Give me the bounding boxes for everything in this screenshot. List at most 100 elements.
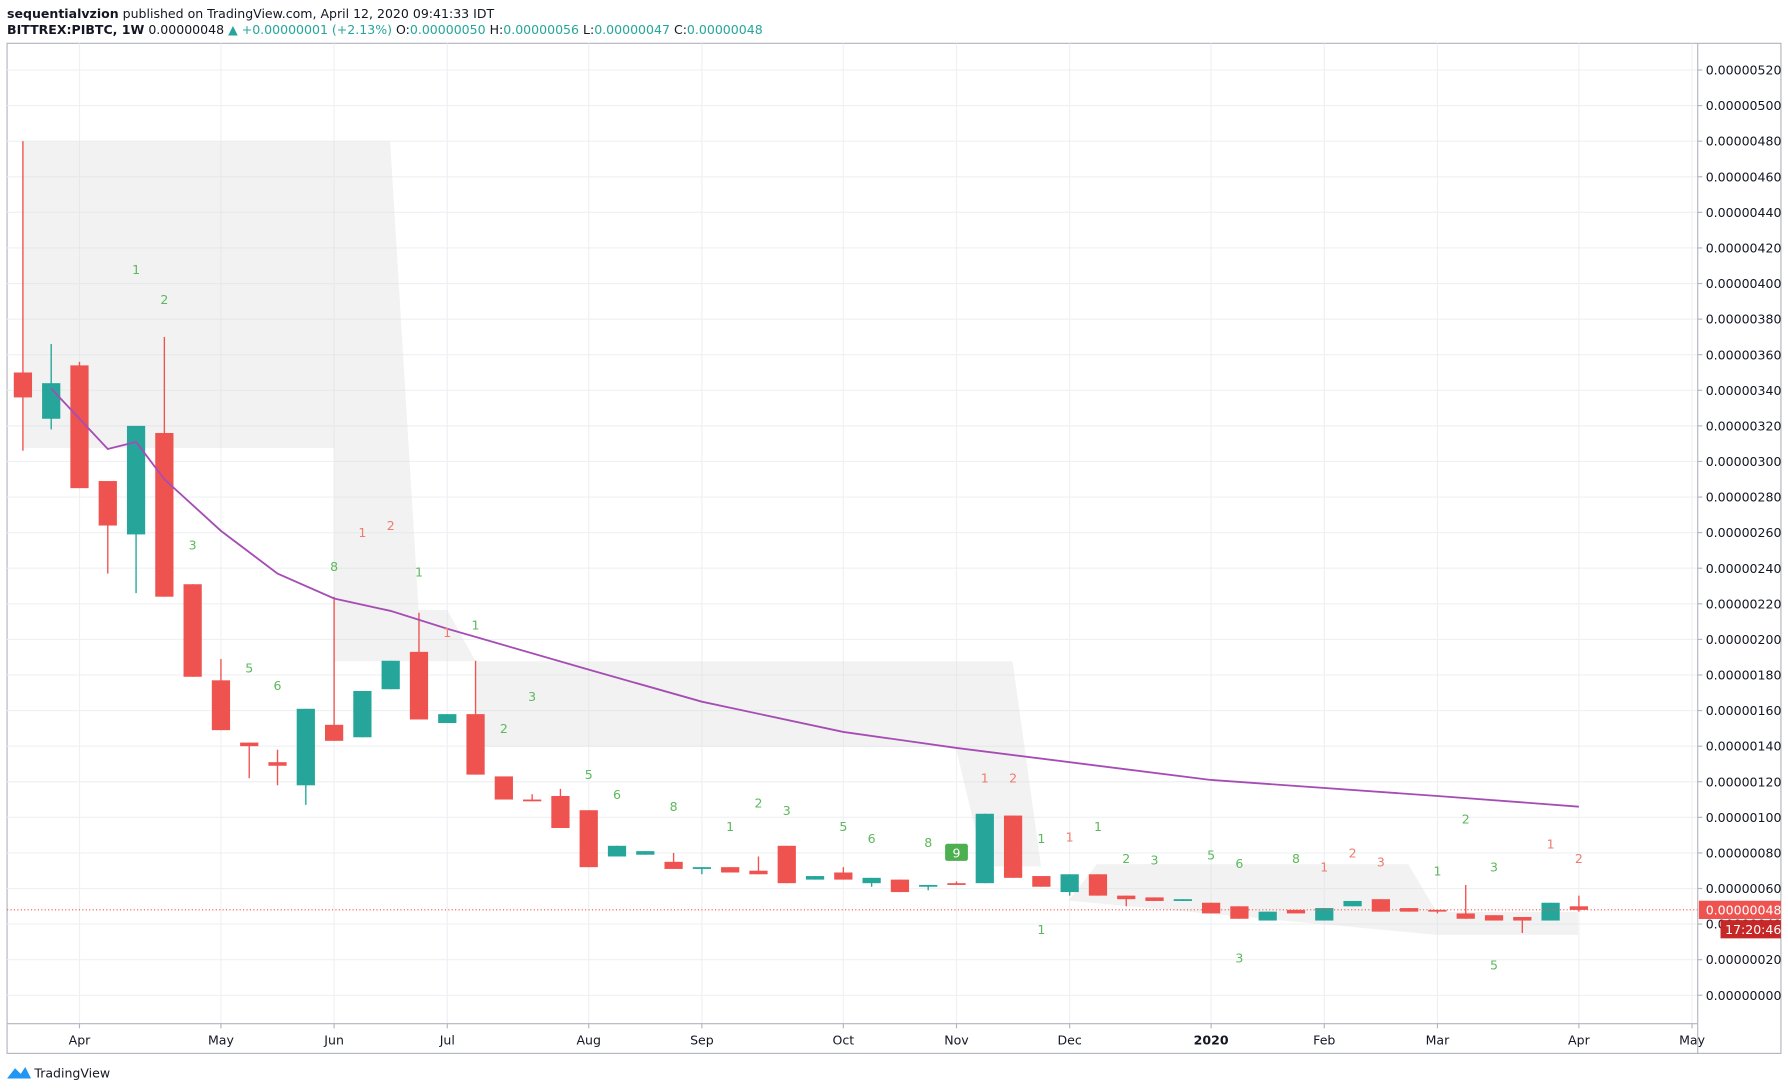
candle-body — [579, 810, 598, 868]
author: sequentialvzion — [7, 6, 119, 21]
candle-body — [834, 872, 853, 880]
annotation: 5 — [585, 767, 593, 782]
annotation: 6 — [868, 831, 876, 846]
annotation: 3 — [189, 538, 197, 553]
header-line-1: sequentialvzion published on TradingView… — [7, 6, 494, 21]
change: +0.00000001 (+2.13%) — [242, 22, 392, 37]
annotation: 1 — [981, 771, 989, 786]
candle-body — [1343, 900, 1362, 907]
o-value: 0.00000050 — [410, 22, 486, 37]
candle-body — [636, 851, 655, 855]
annotation: 1 — [1066, 829, 1074, 844]
candle-body — [324, 724, 344, 741]
candle-body — [1060, 874, 1079, 893]
y-tick-label: 0.00000400 — [1706, 276, 1782, 291]
y-tick-label: 0.00000520 — [1706, 63, 1782, 78]
x-tick-label: Feb — [1313, 1032, 1335, 1047]
candle-body — [1145, 897, 1164, 901]
annotation: 6 — [613, 787, 621, 802]
h-label: H: — [490, 22, 504, 37]
x-tick-label: Oct — [833, 1032, 855, 1047]
y-tick-label: 0.00000180 — [1706, 668, 1782, 683]
y-tick-label: 0.00000120 — [1706, 774, 1782, 789]
l-label: L: — [583, 22, 594, 37]
x-tick-label: Sep — [690, 1032, 714, 1047]
c-label: C: — [674, 22, 687, 37]
candle-body — [1513, 916, 1532, 921]
y-tick-label: 0.00000100 — [1706, 810, 1782, 825]
annotation: 6 — [274, 678, 282, 693]
annotation: 3 — [1377, 854, 1385, 869]
annotation: 2 — [160, 292, 168, 307]
marks: 1 2 3 5 6 8 1 1 2 3 5 6 8 1 2 3 5 6 8 9 1 1 2 3 5 6 8 1 2 3 1 3 5 1 2 1 1 2 1 1… — [7, 141, 1698, 973]
annotation: 3 — [1235, 950, 1243, 965]
candle-body — [1541, 902, 1560, 921]
candle-body — [1315, 908, 1334, 921]
arrow: ▲ — [228, 22, 238, 37]
logo-icon — [7, 1067, 32, 1079]
annotation: 6 — [1235, 856, 1243, 871]
annotation: 3 — [1151, 853, 1159, 868]
candle-body — [42, 383, 61, 419]
candle-body — [1173, 899, 1192, 901]
y-tick-label: 0.00000320 — [1706, 418, 1782, 433]
candle-body — [409, 651, 429, 720]
x-tick-label: May — [208, 1032, 234, 1047]
candle-body — [1286, 909, 1306, 914]
axes: 0.000000000.000000200.000000400.00000060… — [69, 63, 1782, 1048]
y-tick-label: 0.00000060 — [1706, 881, 1782, 896]
annotation: 2 — [500, 721, 508, 736]
candle-body — [805, 876, 825, 880]
symbol: BITTREX:PIBTC, 1W — [7, 22, 144, 37]
y-tick-label: 0.00000460 — [1706, 169, 1782, 184]
candle-body — [862, 877, 881, 884]
annotation: 1 — [443, 625, 451, 640]
candle-body — [70, 365, 89, 489]
candle-body — [919, 884, 938, 887]
x-tick-label: Aug — [576, 1032, 600, 1047]
annotation: 1 — [132, 262, 140, 277]
annotation: 1 — [1320, 860, 1328, 875]
y-tick-label: 0.00000200 — [1706, 632, 1782, 647]
candle-body — [975, 813, 994, 884]
candle-body — [381, 660, 400, 690]
candle-body — [1201, 902, 1221, 914]
price: 0.00000048 — [148, 22, 224, 37]
annotation: 2 — [1009, 771, 1017, 786]
annotation: 8 — [330, 559, 338, 574]
header-line-2: BITTREX:PIBTC, 1W 0.00000048 ▲ +0.000000… — [7, 22, 763, 37]
annotation-box — [945, 843, 968, 861]
o-label: O: — [396, 22, 410, 37]
candle-body — [1371, 899, 1390, 912]
countdown-label: 17:20:46 — [1725, 922, 1781, 937]
last-price-label: 0.00000048 — [1706, 902, 1782, 917]
candle-body — [494, 776, 513, 800]
y-tick-label: 0.00000020 — [1706, 952, 1782, 967]
candle-body — [155, 432, 174, 597]
candle-body — [296, 708, 315, 786]
annotation: 8 — [924, 835, 932, 850]
annotation: 1 — [1037, 831, 1045, 846]
countdown-box — [1720, 920, 1781, 939]
y-tick-label: 0.00000340 — [1706, 383, 1782, 398]
candle-body — [1088, 874, 1108, 896]
x-tick-label: 2020 — [1194, 1032, 1229, 1047]
x-tick-label: Jun — [323, 1032, 344, 1047]
candle-body — [1230, 906, 1249, 919]
candle-body — [607, 845, 627, 857]
y-tick-label: 0.00000300 — [1706, 454, 1782, 469]
c-value: 0.00000048 — [687, 22, 763, 37]
annotation: 2 — [387, 518, 395, 533]
y-tick-label: 0.00000480 — [1706, 134, 1782, 149]
y-tick-label: 0.00000260 — [1706, 525, 1782, 540]
td-zone — [1068, 864, 1579, 935]
candle-body — [1569, 906, 1589, 910]
annotation: 1 — [472, 618, 480, 633]
y-tick-label: 0.00000000 — [1706, 988, 1782, 1003]
candle-body — [126, 425, 146, 535]
candle-body — [211, 680, 231, 731]
x-tick-label: Apr — [1568, 1032, 1591, 1047]
y-tick-label: 0.00000160 — [1706, 703, 1782, 718]
candle-body — [13, 372, 33, 398]
candle-body — [777, 845, 796, 884]
